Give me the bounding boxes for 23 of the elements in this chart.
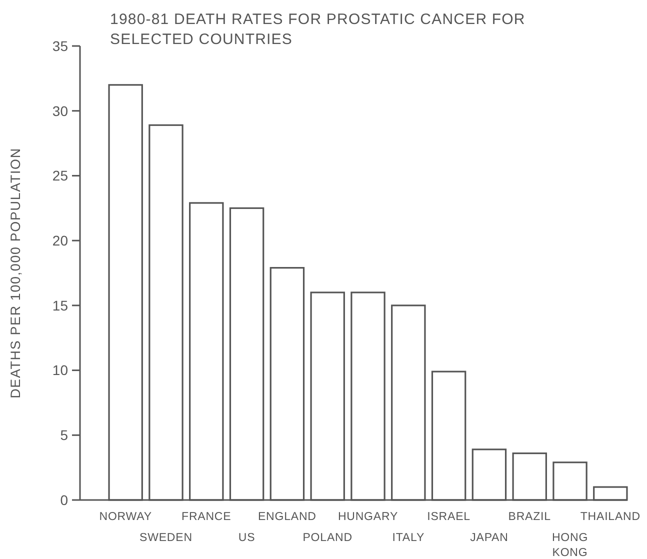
x-tick-label: POLAND: [302, 532, 352, 544]
x-tick-label: ITALY: [392, 532, 425, 544]
y-tick-label: 20: [52, 232, 68, 248]
chart-title: 1980-81 DEATH RATES FOR PROSTATIC CANCER FOR SELECTED COUNTRIES: [110, 11, 526, 48]
x-tick-label: ISRAEL: [427, 511, 471, 523]
y-tick-label: 25: [52, 168, 68, 184]
x-tick-label: FRANCE: [182, 511, 232, 523]
x-tick-label: SWEDEN: [140, 532, 192, 544]
x-tick-label: THAILAND: [580, 511, 640, 523]
x-tick-label: NORWAY: [99, 511, 152, 523]
y-tick-label: 35: [52, 38, 68, 54]
x-tick-label: ENGLAND: [258, 511, 316, 523]
y-tick-label: 30: [52, 102, 68, 119]
y-tick-label: 15: [52, 297, 68, 314]
x-tick-label: US: [238, 532, 256, 544]
y-tick-label: 5: [60, 427, 68, 444]
y-tick-label: 0: [60, 492, 68, 508]
y-axis-title: DEATHS PER 100,000 POPULATION: [8, 148, 23, 398]
x-tick-label: JAPAN: [470, 532, 508, 544]
x-tick-label: HUNGARY: [338, 511, 398, 523]
y-tick-label: 10: [52, 362, 68, 378]
x-tick-label: HONG KONG: [552, 532, 588, 559]
x-tick-label: BRAZIL: [508, 511, 552, 523]
